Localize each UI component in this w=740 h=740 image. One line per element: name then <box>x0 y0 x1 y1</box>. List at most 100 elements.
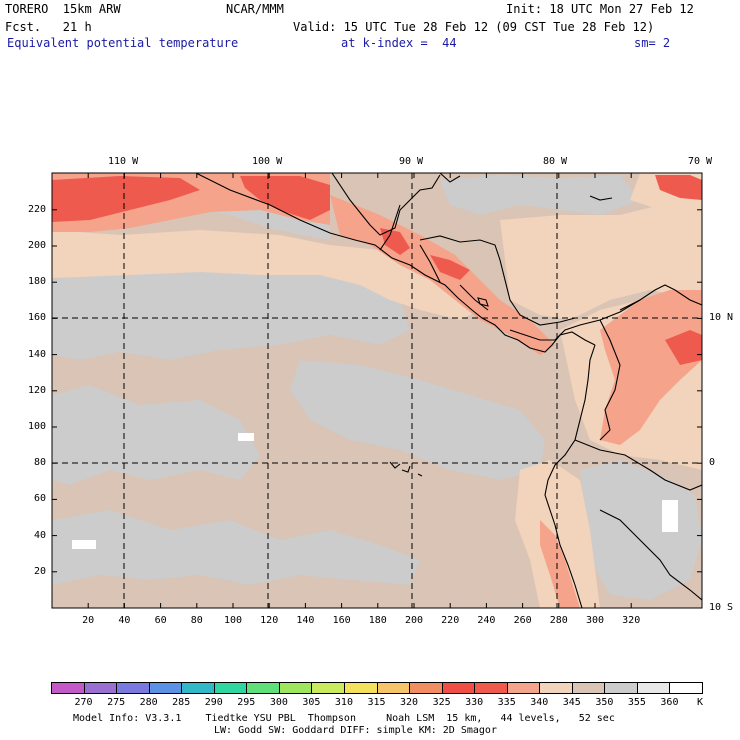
colorbar-label: 340 <box>530 697 549 708</box>
field-name: Equivalent potential temperature <box>7 36 239 50</box>
colorbar-swatch <box>278 682 313 694</box>
colorbar-swatch <box>376 682 411 694</box>
colorbar-label: 320 <box>400 697 419 708</box>
colorbar-swatch <box>539 682 573 694</box>
colorbar-swatch <box>474 682 508 694</box>
field-core-colombia <box>665 330 702 365</box>
colorbar-swatch <box>181 682 215 694</box>
coastlines <box>195 173 702 608</box>
x-tick-label: 120 <box>260 615 279 626</box>
y-tick-label: 100 <box>27 421 46 432</box>
lat-label-10n: 10 N <box>709 312 734 323</box>
x-tick-label: 260 <box>513 615 532 626</box>
smoothing: sm= 2 <box>634 36 671 50</box>
x-tick-label: 220 <box>441 615 460 626</box>
model-title: TORERO 15km ARW <box>5 2 121 16</box>
field-warm-north-coast <box>52 230 480 320</box>
y-tick-label: 220 <box>27 203 46 215</box>
colorbar-label: 280 <box>139 697 158 708</box>
latlon-grid <box>52 173 702 608</box>
x-tick-label: 160 <box>332 615 351 626</box>
colorbar-swatch <box>148 682 183 694</box>
field-white-spot <box>238 433 254 441</box>
colorbar-swatch <box>409 682 443 694</box>
field-core-nw <box>52 176 200 222</box>
physics-info: LW: Godd SW: Goddard DIFF: simple KM: 2D… <box>214 725 497 736</box>
field-grey-center <box>290 360 545 480</box>
x-tick-label: 300 <box>585 615 605 626</box>
lat-label-10s: 10 S <box>709 602 734 613</box>
colorbar-label: 285 <box>172 697 191 708</box>
coast-galapagos <box>389 461 423 477</box>
field-core-honduras <box>430 255 470 280</box>
x-tick-label: 100 <box>223 615 243 626</box>
valid-time: Valid: 15 UTC Tue 28 Feb 12 (09 CST Tue … <box>293 20 655 34</box>
field-grey-south <box>52 510 420 585</box>
field-warm-caribbean <box>500 190 702 320</box>
y-tick-label: 80 <box>33 457 46 469</box>
forecast-hour: Fcst. 21 h <box>5 20 92 34</box>
field-hot-peru-coast <box>540 520 580 608</box>
x-tick-label: 320 <box>622 615 641 626</box>
colorbar-label: 360 <box>660 697 679 708</box>
colorbar-swatch <box>669 682 703 694</box>
colorbar-label: 270 <box>74 697 93 708</box>
field-grey-amazon <box>580 460 702 600</box>
field-grey-caribbean <box>440 175 640 215</box>
field-hot-venezuela <box>600 290 702 445</box>
lat-label-0: 0 <box>709 457 716 468</box>
y-tick-label: 140 <box>27 348 46 360</box>
theta-e-field <box>52 173 702 608</box>
coast-venezuela <box>619 284 702 311</box>
x-tick-label: 80 <box>190 615 203 626</box>
colorbar-label: 355 <box>627 697 646 708</box>
colorbar-label: 290 <box>204 697 223 708</box>
colorbar-swatch <box>83 682 118 694</box>
y-tick-label: 120 <box>27 384 46 396</box>
organization: NCAR/MMM <box>226 2 284 16</box>
x-tick-label: 20 <box>82 615 95 626</box>
coast-caribbean-ca <box>419 235 576 326</box>
colorbar-swatch <box>506 682 541 694</box>
coast-yucatan <box>331 173 441 236</box>
colorbar-swatch <box>246 682 280 694</box>
lon-label-110w: 110 W <box>108 156 139 167</box>
y-tick-label: 160 <box>27 312 46 324</box>
border-peru-brazil <box>599 509 702 601</box>
x-tick-label: 140 <box>296 615 315 626</box>
border-central-america <box>379 204 489 311</box>
x-tick-label: 200 <box>404 615 424 626</box>
coast-panama <box>509 299 641 341</box>
colorbar-label: 335 <box>497 697 516 708</box>
field-core-venezuela <box>655 175 702 200</box>
colorbar-swatch <box>311 682 345 694</box>
x-tick-label: 180 <box>368 615 387 626</box>
y-tick-label: 40 <box>33 529 46 541</box>
colorbar-unit: K <box>697 697 704 708</box>
lon-label-80w: 80 W <box>543 156 568 167</box>
lake-nicaragua <box>477 297 489 307</box>
colorbar-swatch <box>636 682 671 694</box>
field-core-guatemala <box>380 228 410 255</box>
lon-label-100w: 100 W <box>252 156 283 167</box>
y-tick-label: 20 <box>33 565 46 577</box>
colorbar-swatch <box>441 682 476 694</box>
colorbar-swatch <box>604 682 638 694</box>
colorbar-swatch <box>343 682 378 694</box>
colorbar-label: 275 <box>107 697 126 708</box>
colorbar-swatch <box>116 682 150 694</box>
field-white-spot <box>662 500 678 532</box>
colorbar-label: 310 <box>334 697 353 708</box>
y-tick-label: 60 <box>33 493 46 505</box>
field-core-mexico <box>240 176 330 220</box>
axis-ticks <box>52 173 702 608</box>
init-time: Init: 18 UTC Mon 27 Feb 12 <box>506 2 694 16</box>
colorbar-label: 345 <box>562 697 581 708</box>
x-tick-label: 240 <box>477 615 496 626</box>
field-grey-north <box>52 255 410 360</box>
colorbar-label: 295 <box>237 697 256 708</box>
model-info: Model Info: V3.3.1 Tiedtke YSU PBL Thomp… <box>73 713 615 724</box>
coast-sa-pacific <box>544 344 596 608</box>
colorbar-label: 330 <box>465 697 484 708</box>
